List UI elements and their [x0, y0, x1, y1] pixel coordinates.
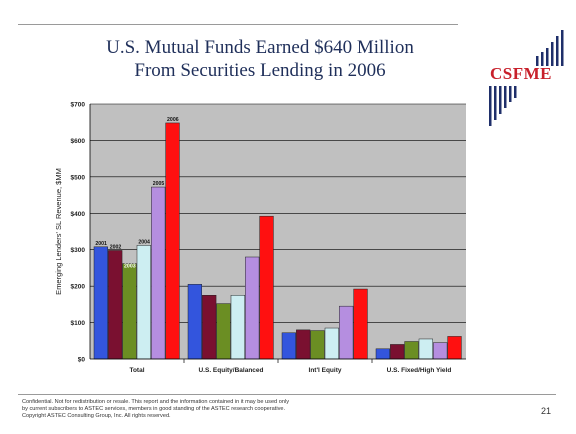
bar	[245, 256, 260, 360]
bar	[390, 344, 405, 360]
footer-line-1: Confidential. Not for redistribution or …	[22, 399, 289, 405]
logo-text: CSFME	[490, 64, 552, 83]
y-tick-label: $500	[71, 174, 86, 181]
series-year-label: 2003	[124, 264, 136, 270]
x-category-label: Total	[129, 367, 144, 374]
page-number: 21	[541, 406, 552, 416]
series-year-label: 2002	[110, 244, 122, 250]
bar	[310, 330, 325, 360]
series-year-label: 2001	[95, 241, 107, 247]
bar	[216, 303, 231, 360]
y-tick-label: $300	[71, 247, 86, 254]
y-tick-label: $200	[71, 284, 86, 291]
bar	[93, 246, 108, 360]
bar	[108, 250, 123, 360]
bar	[165, 122, 180, 360]
bar	[433, 342, 448, 360]
bottom-divider	[18, 394, 556, 395]
footer-line-3: Copyright ASTEC Consulting Group, Inc. A…	[22, 413, 171, 420]
bar	[324, 327, 339, 360]
bar	[281, 332, 296, 360]
bar	[202, 295, 217, 360]
series-year-label: 2005	[153, 181, 165, 187]
bar	[259, 215, 274, 360]
bar	[375, 348, 390, 360]
bar	[296, 329, 311, 360]
bar	[122, 263, 137, 360]
csfme-logo-icon	[489, 30, 564, 126]
bar	[353, 288, 368, 360]
y-tick-label: $100	[71, 320, 86, 327]
bar	[418, 338, 433, 360]
y-tick-label: $400	[71, 211, 86, 218]
title-line-1: U.S. Mutual Funds Earned $640 Million	[106, 37, 414, 58]
bar	[230, 295, 245, 360]
bar	[339, 305, 354, 360]
slide-title: U.S. Mutual Funds Earned $640 Million Fr…	[40, 36, 480, 82]
y-tick-label: $700	[71, 102, 86, 109]
top-divider	[18, 24, 458, 25]
bar	[187, 284, 202, 360]
series-year-label: 2006	[167, 117, 179, 123]
bar	[447, 336, 462, 360]
x-category-label: U.S. Equity/Balanced	[198, 367, 263, 374]
confidentiality-footer: Confidential. Not for redistribution or …	[22, 399, 452, 421]
footer-line-2: by current subscribers to ASTEC services…	[22, 406, 286, 413]
y-tick-label: $600	[71, 138, 86, 145]
x-category-label: Int'l Equity	[309, 367, 342, 374]
title-line-2: From Securities Lending in 2006	[134, 60, 386, 81]
bar	[151, 186, 166, 360]
x-category-label: U.S. Fixed/High Yield	[387, 367, 452, 374]
bar	[136, 245, 151, 360]
y-axis-title: Emerging Lenders' SL Revenue, $MM	[54, 168, 63, 295]
bar	[404, 341, 419, 360]
y-tick-label: $0	[78, 357, 86, 364]
series-year-label: 2004	[138, 239, 150, 245]
